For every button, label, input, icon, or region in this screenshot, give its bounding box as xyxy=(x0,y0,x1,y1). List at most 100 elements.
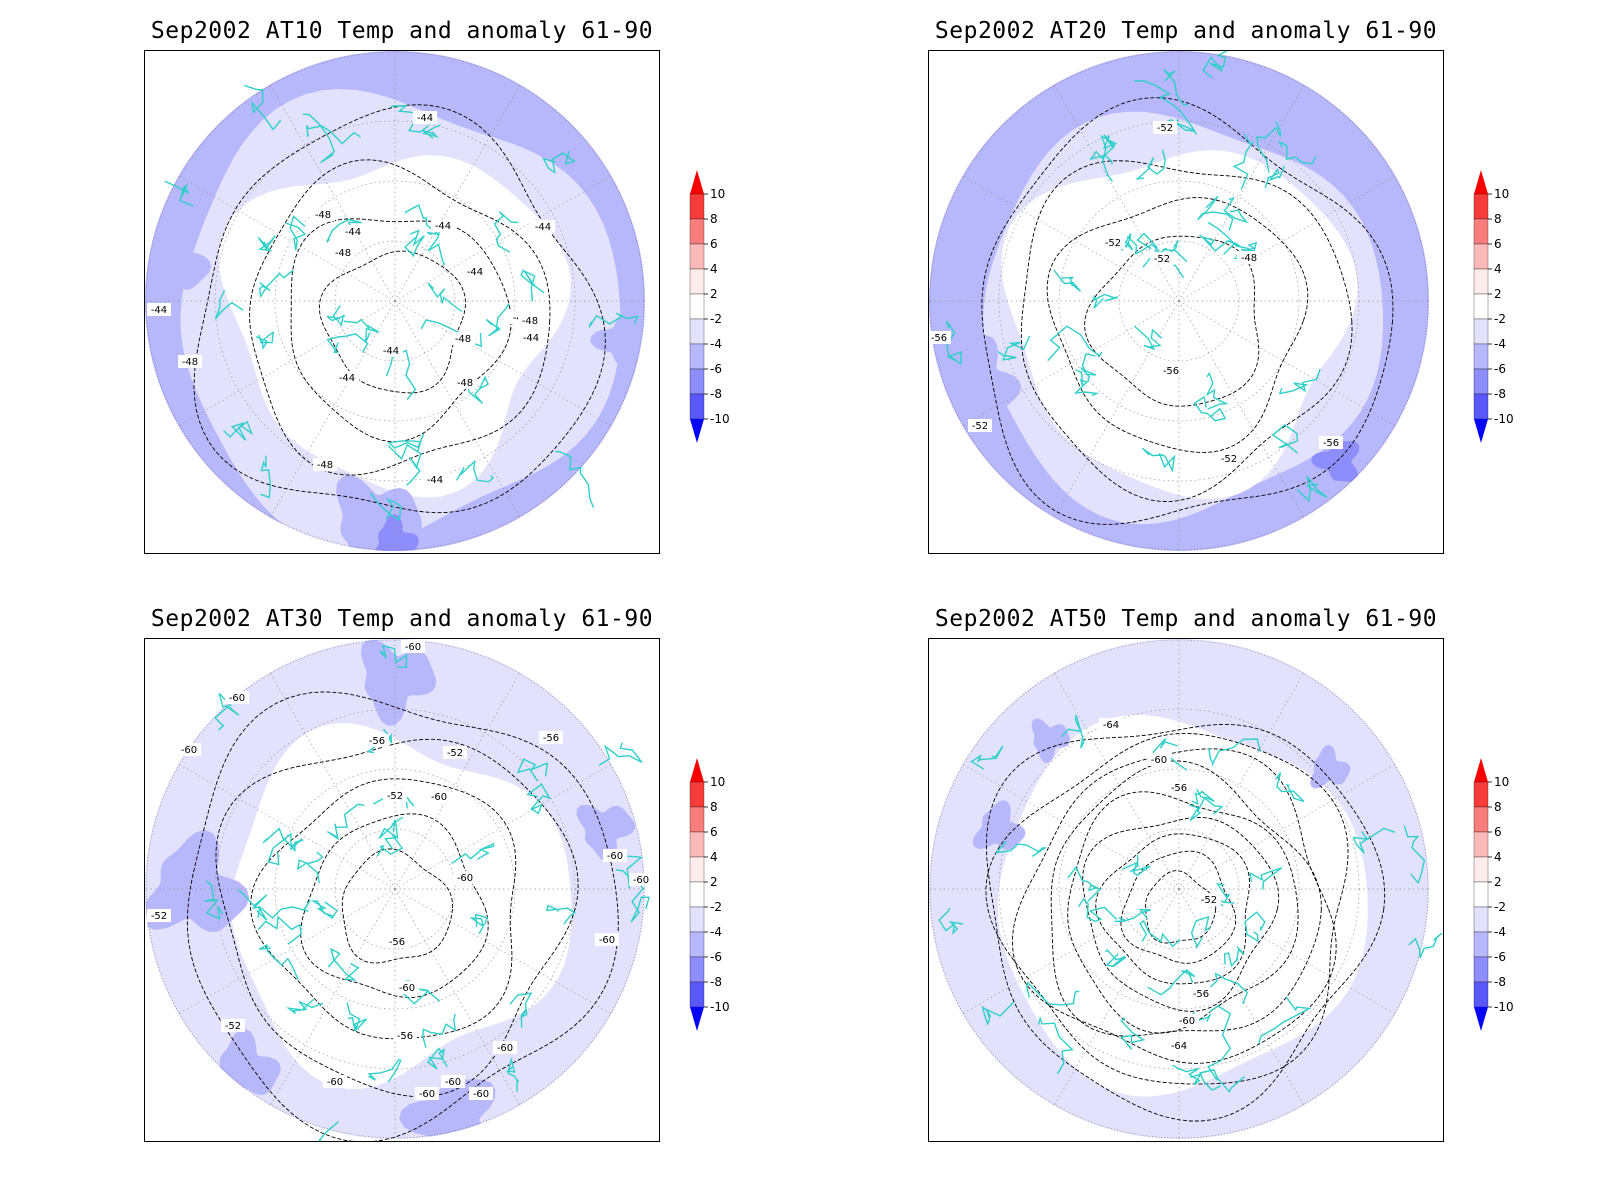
coastlines xyxy=(938,714,1443,1093)
svg-text:-52: -52 xyxy=(447,748,463,759)
coastline-segment xyxy=(326,803,365,840)
colorbar-arrow-bottom xyxy=(690,1007,704,1031)
svg-text:-60: -60 xyxy=(497,1043,513,1054)
coastline-segment xyxy=(302,113,336,164)
colorbar-swatch xyxy=(689,218,705,245)
anomaly-patch xyxy=(361,639,436,726)
coastline-segment xyxy=(1141,447,1176,473)
coastline-segment xyxy=(422,1013,457,1048)
contour-label: -44 xyxy=(379,344,403,357)
contour-label: -52 xyxy=(221,1019,245,1032)
coastline-segment xyxy=(1152,738,1188,771)
svg-text:-56: -56 xyxy=(543,733,559,744)
contour-line xyxy=(318,250,466,394)
colorbar-tick-label: -4 xyxy=(710,337,722,351)
coastline-segment xyxy=(526,783,551,815)
coastline-segment xyxy=(1223,196,1249,224)
colorbar-arrow-top xyxy=(690,758,704,782)
anomaly-patch xyxy=(1311,440,1360,482)
contour-label: -60 xyxy=(603,849,627,862)
colorbar-tick-label: -4 xyxy=(1494,925,1506,939)
contour-line xyxy=(186,691,619,1141)
temperature-contours xyxy=(186,691,619,1141)
coastline-segment xyxy=(505,1056,520,1092)
coastline-segment xyxy=(244,84,282,131)
colorbar-swatch xyxy=(1473,243,1489,270)
colorbar-swatch xyxy=(1473,856,1489,883)
contour-label: -60 xyxy=(427,790,451,803)
coastline-segment xyxy=(1264,165,1286,189)
contour-label: -52 xyxy=(443,746,467,759)
coastline-segment xyxy=(421,124,441,139)
anomaly-patch xyxy=(576,804,635,862)
colorbar-tick-label: 6 xyxy=(710,237,718,251)
contour-label: -60 xyxy=(493,1041,517,1054)
anomaly-shading xyxy=(929,51,1429,551)
colorbar-swatch xyxy=(1473,218,1489,245)
temperature-contours xyxy=(985,723,1386,1122)
colorbar-tick-label: -2 xyxy=(1494,312,1506,326)
colorbar-tick-label: 6 xyxy=(1494,237,1502,251)
anomaly-patch xyxy=(145,221,212,290)
colorbar-tick-label: -8 xyxy=(710,387,722,401)
contour-line xyxy=(1084,235,1260,407)
contour-label: -60 xyxy=(177,743,201,756)
contour-label: -64 xyxy=(1167,1039,1191,1052)
colorbar-tick-label: -2 xyxy=(710,900,722,914)
colorbar-legend: 10 8 6 4 2 -2 -4 -6 -8 -10 xyxy=(689,758,730,1031)
contour-label: -56 xyxy=(1167,781,1191,794)
coastline-segment xyxy=(1275,772,1305,803)
coastline-segment xyxy=(545,904,576,925)
coastline-segment xyxy=(1191,788,1215,805)
contour-line xyxy=(249,159,551,476)
colorbar-tick-label: 2 xyxy=(710,287,718,301)
colorbar-tick-label: 2 xyxy=(1494,875,1502,889)
svg-text:-56: -56 xyxy=(1193,989,1209,1000)
coastline-segment xyxy=(1163,69,1189,106)
coastline-segment xyxy=(1193,395,1227,422)
colorbar-swatch xyxy=(1473,343,1489,370)
contour-label: -56 xyxy=(393,1029,417,1042)
colorbar-swatch xyxy=(1473,956,1489,983)
globe-outline xyxy=(929,639,1429,1139)
coastline-segment xyxy=(981,1001,1015,1026)
coastline-segment xyxy=(1147,968,1196,996)
coastline-segment xyxy=(1244,911,1266,943)
contour-label: -56 xyxy=(385,935,409,948)
map-frame: -44 -48 -44 -44 -48 -44 -44 -44 -48 -44 -48 -44 -44 -… xyxy=(144,50,660,554)
colorbar-tick-label: 10 xyxy=(710,775,725,789)
colorbar-tick-label: -8 xyxy=(1494,387,1506,401)
coastline-segment xyxy=(257,899,311,919)
coastline-segment xyxy=(997,335,1031,361)
contour-line xyxy=(985,723,1386,1122)
coastline-segment xyxy=(1139,919,1181,948)
coastline-segment xyxy=(1271,424,1299,454)
colorbar-swatch xyxy=(689,806,705,833)
contour-label: -44 xyxy=(335,371,359,384)
coastline-segment xyxy=(346,1002,368,1032)
colorbar-tick-label: -6 xyxy=(710,362,722,376)
coastline-segment xyxy=(1134,80,1198,135)
graticule xyxy=(929,639,1429,1139)
contour-label: -48 xyxy=(453,376,477,389)
svg-text:-44: -44 xyxy=(467,267,483,278)
colorbar-legend: 10 8 6 4 2 -2 -4 -6 -8 -10 xyxy=(689,170,730,443)
colorbar-swatch xyxy=(689,343,705,370)
contour-line xyxy=(290,218,512,443)
svg-text:-60: -60 xyxy=(633,875,649,886)
colorbar-swatch xyxy=(689,881,705,908)
temperature-contours xyxy=(193,104,606,514)
coastline-segment xyxy=(1223,946,1245,968)
contour-line xyxy=(341,848,454,964)
coastline-segment xyxy=(385,349,417,400)
colorbar-tick-label: 8 xyxy=(710,800,718,814)
svg-text:-60: -60 xyxy=(607,851,623,862)
coastline-segment xyxy=(1258,996,1312,1044)
colorbar-tick-label: -10 xyxy=(710,412,730,426)
coastline-segment xyxy=(994,840,1048,857)
coastline-segment xyxy=(223,420,254,441)
coastline-segment xyxy=(1188,796,1224,822)
contour-label: -60 xyxy=(395,981,419,994)
svg-text:-60: -60 xyxy=(419,1089,435,1100)
coastline-segment xyxy=(469,913,489,935)
